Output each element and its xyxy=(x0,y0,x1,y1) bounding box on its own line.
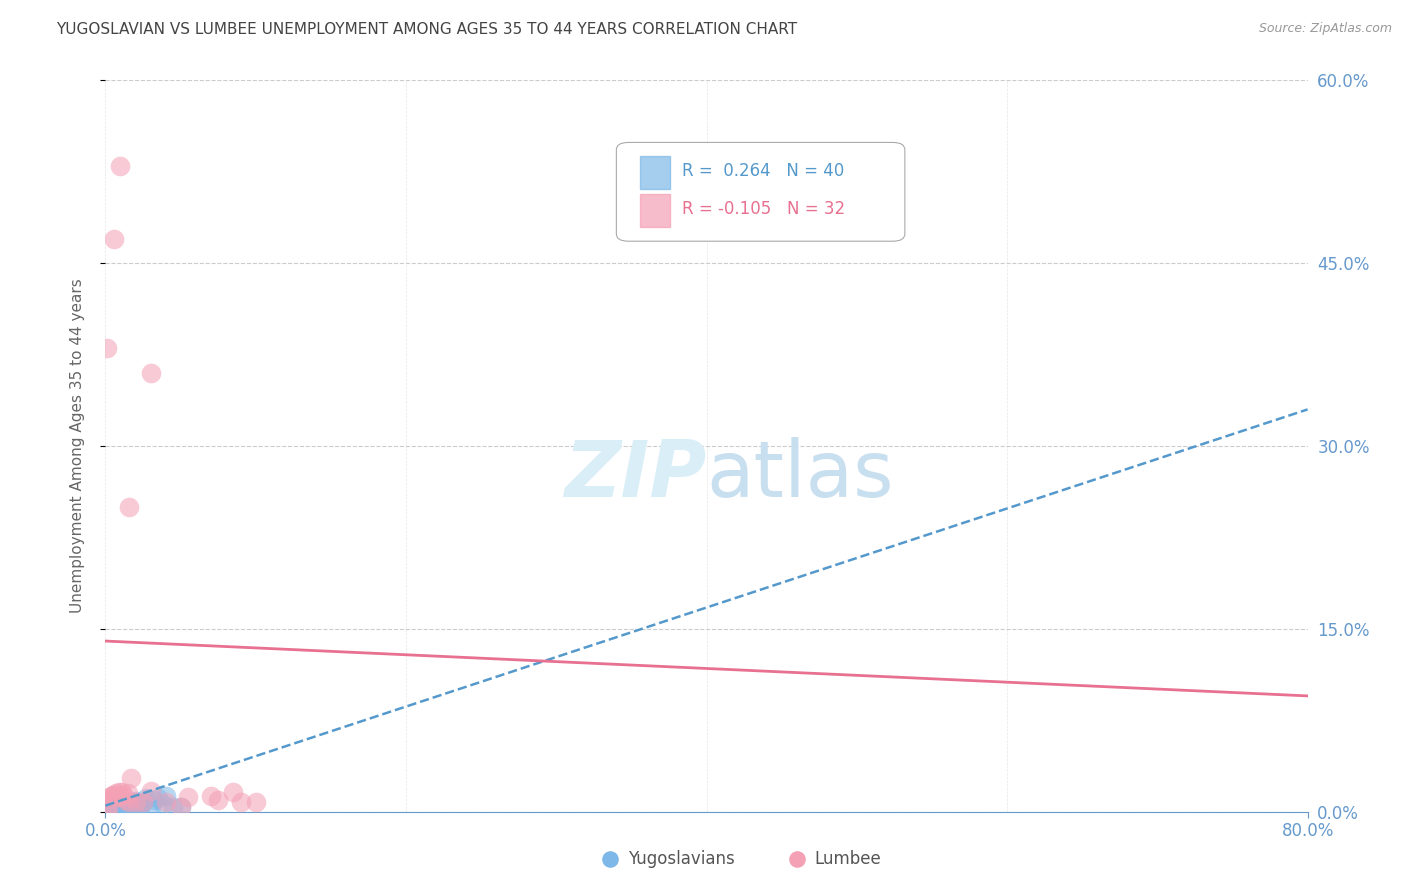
Point xyxy=(110,801,132,815)
Point xyxy=(135,791,157,805)
Text: Source: ZipAtlas.com: Source: ZipAtlas.com xyxy=(1258,22,1392,36)
Point xyxy=(98,790,121,805)
Point xyxy=(111,785,134,799)
Point xyxy=(245,795,267,809)
Point xyxy=(124,794,146,808)
Point xyxy=(97,801,120,815)
Point xyxy=(120,771,142,785)
Point xyxy=(107,790,129,805)
Point xyxy=(103,802,125,816)
Point xyxy=(142,792,165,806)
Point xyxy=(108,785,131,799)
Point xyxy=(118,802,141,816)
Point xyxy=(96,804,118,818)
Point xyxy=(121,795,143,809)
Point xyxy=(96,342,118,356)
Point xyxy=(112,788,135,802)
Point xyxy=(139,784,162,798)
FancyBboxPatch shape xyxy=(640,194,671,227)
Point xyxy=(103,801,125,815)
Point xyxy=(118,500,141,514)
Point xyxy=(114,804,136,818)
Point xyxy=(117,801,139,815)
Point xyxy=(110,789,132,803)
Point xyxy=(132,795,155,809)
Point xyxy=(124,795,146,809)
Point xyxy=(155,789,177,803)
Text: R = -0.105   N = 32: R = -0.105 N = 32 xyxy=(682,200,845,218)
Text: ZIP: ZIP xyxy=(564,437,707,513)
Point xyxy=(125,796,148,810)
Point xyxy=(101,788,124,802)
Point xyxy=(101,801,124,815)
Point xyxy=(110,804,132,818)
Point xyxy=(128,798,150,813)
Point xyxy=(103,232,125,246)
Point xyxy=(100,805,122,819)
Point xyxy=(97,805,120,819)
FancyBboxPatch shape xyxy=(616,143,905,241)
Point xyxy=(222,785,245,799)
Text: R =  0.264   N = 40: R = 0.264 N = 40 xyxy=(682,162,845,180)
Text: YUGOSLAVIAN VS LUMBEE UNEMPLOYMENT AMONG AGES 35 TO 44 YEARS CORRELATION CHART: YUGOSLAVIAN VS LUMBEE UNEMPLOYMENT AMONG… xyxy=(56,22,797,37)
Point xyxy=(146,791,169,805)
Point xyxy=(101,804,124,818)
Point xyxy=(122,797,145,812)
Point xyxy=(110,159,132,173)
Text: Yugoslavians: Yugoslavians xyxy=(628,850,735,868)
Point xyxy=(107,800,129,814)
Point xyxy=(169,800,191,814)
Point xyxy=(115,804,138,818)
Point xyxy=(108,802,131,816)
Point xyxy=(229,795,252,809)
Point xyxy=(959,884,981,892)
Point xyxy=(97,804,120,818)
Point xyxy=(117,802,139,816)
Point xyxy=(132,795,155,809)
Point xyxy=(120,796,142,810)
Point xyxy=(100,804,122,818)
Point xyxy=(169,800,191,814)
Point xyxy=(139,800,162,814)
FancyBboxPatch shape xyxy=(640,155,671,188)
Point xyxy=(129,801,152,815)
Point xyxy=(111,798,134,813)
Text: atlas: atlas xyxy=(707,437,894,513)
Point xyxy=(114,792,136,806)
Point xyxy=(155,795,177,809)
Point xyxy=(117,787,139,801)
Point xyxy=(100,789,122,803)
Point xyxy=(200,789,222,803)
Point xyxy=(103,789,125,803)
Point xyxy=(177,790,200,805)
Point xyxy=(104,787,127,801)
Point xyxy=(96,804,118,818)
Point xyxy=(104,804,127,818)
Y-axis label: Unemployment Among Ages 35 to 44 years: Unemployment Among Ages 35 to 44 years xyxy=(70,278,84,614)
Point xyxy=(107,804,129,818)
Point xyxy=(207,792,229,806)
Point xyxy=(118,795,141,809)
Point xyxy=(152,797,174,812)
Point xyxy=(98,802,121,816)
Point xyxy=(139,366,162,380)
Point xyxy=(98,804,121,818)
Point xyxy=(112,800,135,814)
Point xyxy=(162,800,184,814)
Text: Lumbee: Lumbee xyxy=(814,850,882,868)
Point xyxy=(725,884,748,892)
